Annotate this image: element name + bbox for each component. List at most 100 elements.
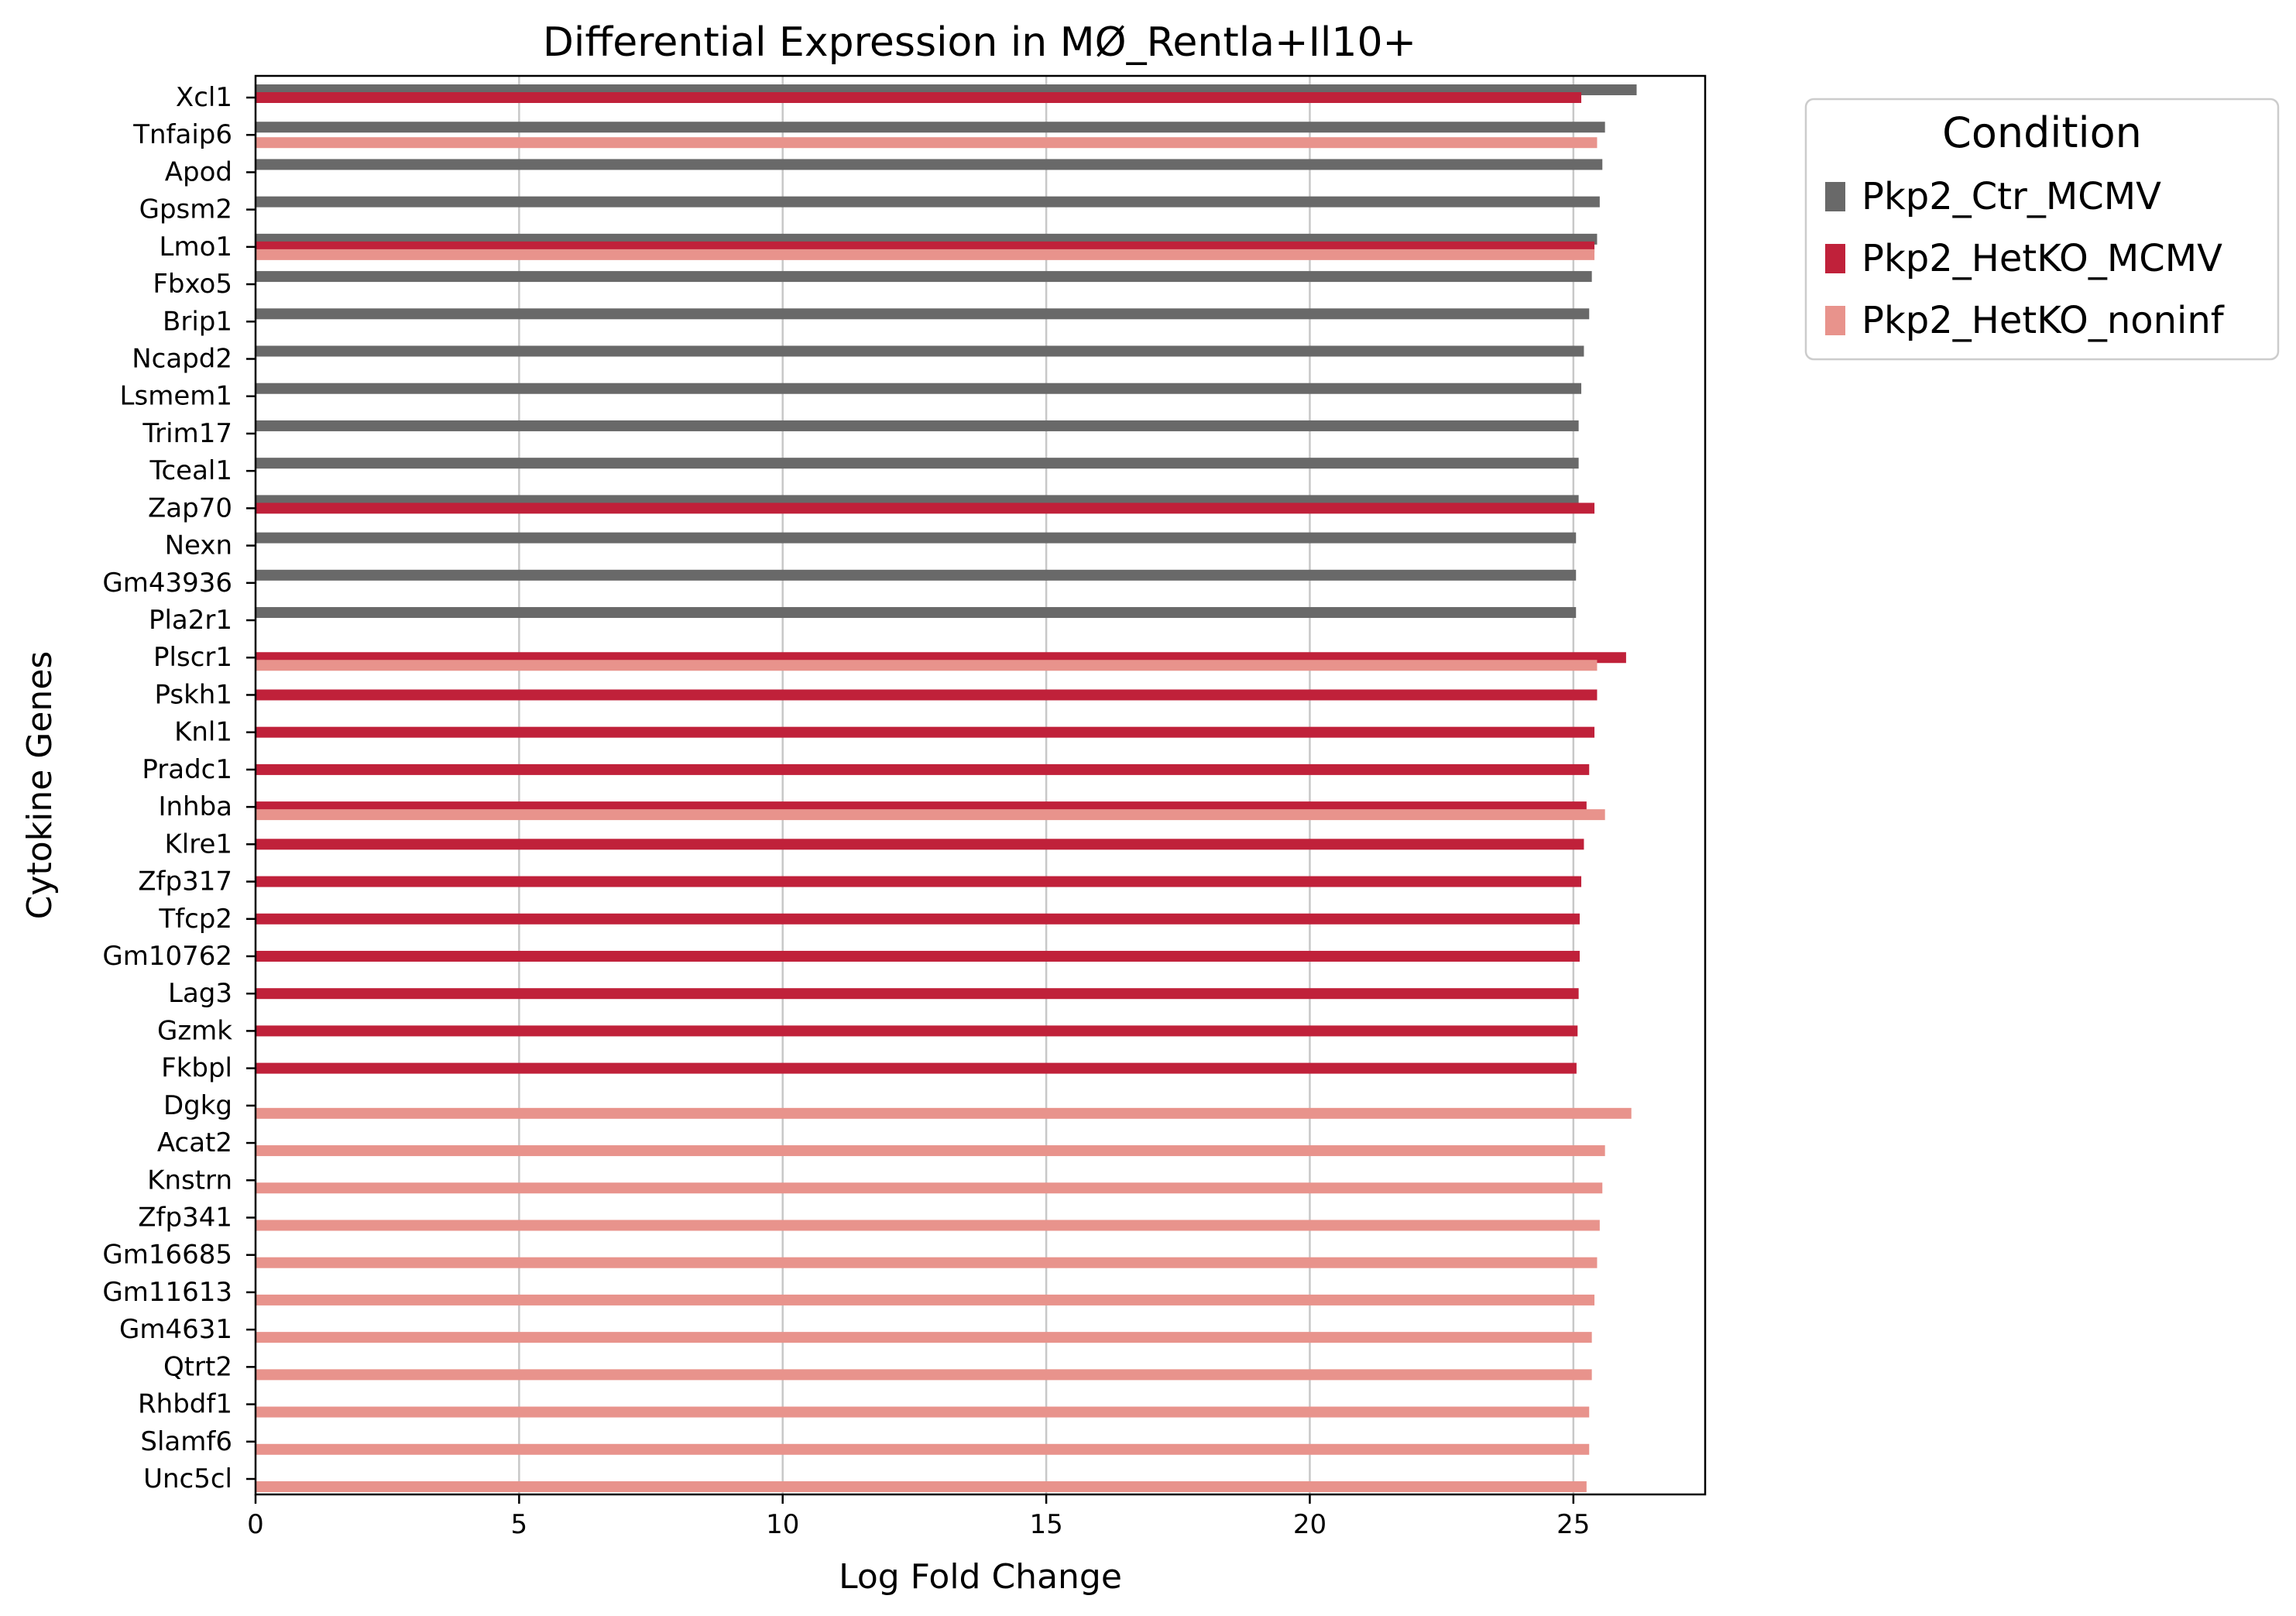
bar-pkp2-hetko-noninf-gm11613	[256, 1294, 1595, 1305]
legend-label-pkp2-hetko-noninf: Pkp2_HetKO_noninf	[1862, 299, 2225, 342]
bar-pkp2-hetko-mcmv-zfp317	[256, 876, 1582, 887]
bar-pkp2-hetko-mcmv-lag3	[256, 988, 1579, 1000]
y-tick-label-tnfaip6: Tnfaip6	[132, 119, 232, 150]
y-tick-label-unc5cl: Unc5cl	[143, 1463, 232, 1494]
bar-pkp2-hetko-noninf-inhba	[256, 809, 1605, 821]
legend-swatch-pkp2-ctr-mcmv	[1825, 182, 1845, 211]
x-tick-label-20: 20	[1293, 1509, 1326, 1540]
bar-pkp2-ctr-mcmv-ncapd2	[256, 345, 1584, 357]
chart-title: Differential Expression in MØ_Rentla+Il1…	[543, 19, 1416, 66]
bar-pkp2-hetko-mcmv-pskh1	[256, 689, 1598, 701]
gridlines	[518, 76, 1575, 1494]
bar-pkp2-hetko-noninf-dgkg	[256, 1107, 1632, 1119]
y-tick-label-dgkg: Dgkg	[163, 1090, 232, 1121]
legend-swatch-pkp2-hetko-mcmv	[1825, 244, 1845, 273]
bar-pkp2-hetko-mcmv-fkbpl	[256, 1062, 1577, 1074]
bar-pkp2-hetko-noninf-knstrn	[256, 1182, 1603, 1194]
bar-pkp2-hetko-noninf-zfp341	[256, 1220, 1600, 1231]
bar-pkp2-hetko-mcmv-gm10762	[256, 950, 1580, 962]
y-tick-label-lmo1: Lmo1	[160, 232, 233, 262]
bar-pkp2-hetko-mcmv-pradc1	[256, 763, 1590, 775]
y-tick-label-apod: Apod	[165, 156, 232, 187]
y-tick-label-gm43936: Gm43936	[102, 568, 232, 599]
bar-pkp2-hetko-noninf-slamf6	[256, 1443, 1590, 1455]
y-tick-label-xcl1: Xcl1	[176, 82, 232, 113]
bar-pkp2-hetko-mcmv-zap70	[256, 503, 1595, 514]
legend-label-pkp2-hetko-mcmv: Pkp2_HetKO_MCMV	[1862, 237, 2222, 280]
y-tick-label-tceal1: Tceal1	[149, 455, 232, 486]
bar-pkp2-hetko-mcmv-gzmk	[256, 1025, 1578, 1037]
y-tick-label-gm4631: Gm4631	[119, 1314, 232, 1345]
x-tick-label-0: 0	[247, 1509, 264, 1540]
y-tick-label-ncapd2: Ncapd2	[132, 344, 232, 375]
bar-pkp2-hetko-mcmv-xcl1	[256, 92, 1582, 103]
bar-pkp2-hetko-noninf-acat2	[256, 1145, 1605, 1157]
x-axis-label: Log Fold Change	[839, 1557, 1122, 1597]
y-axis-ticks: Xcl1 Tnfaip6 Apod Gpsm2 Lmo1 Fbxo5 Brip1 Ncapd2…	[102, 82, 256, 1494]
y-tick-label-gpsm2: Gpsm2	[139, 194, 232, 225]
bar-pkp2-ctr-mcmv-fbxo5	[256, 271, 1592, 283]
legend: Condition Pkp2_Ctr_MCMVPkp2_HetKO_MCMVPk…	[1804, 98, 2280, 361]
bar-pkp2-ctr-mcmv-gpsm2	[256, 196, 1600, 208]
y-tick-label-zap70: Zap70	[148, 492, 232, 523]
y-tick-label-qtrt2: Qtrt2	[163, 1351, 232, 1382]
bar-pkp2-ctr-mcmv-tnfaip6	[256, 122, 1605, 133]
legend-frame	[1804, 98, 2280, 361]
y-tick-label-brip1: Brip1	[163, 306, 232, 337]
y-tick-label-fkbpl: Fkbpl	[161, 1053, 232, 1084]
y-tick-label-pla2r1: Pla2r1	[149, 605, 232, 636]
y-tick-label-slamf6: Slamf6	[140, 1426, 232, 1457]
plot-frame	[254, 74, 1707, 1496]
bar-pkp2-ctr-mcmv-gm43936	[256, 569, 1577, 581]
legend-items: Pkp2_Ctr_MCMV Pkp2_HetKO_MCMV Pkp2_HetKO_n…	[1825, 175, 2225, 342]
bar-pkp2-hetko-noninf-unc5cl	[256, 1481, 1587, 1492]
bar-pkp2-ctr-mcmv-lsmem1	[256, 383, 1582, 394]
bar-pkp2-ctr-mcmv-brip1	[256, 308, 1590, 320]
y-tick-label-nexn: Nexn	[165, 530, 232, 561]
x-axis-ticks: 0 5 10 15 20 25	[247, 1494, 1590, 1540]
x-tick-label-25: 25	[1556, 1509, 1590, 1540]
y-tick-label-klre1: Klre1	[164, 829, 232, 859]
y-tick-label-gm11613: Gm11613	[102, 1277, 232, 1308]
y-tick-label-pradc1: Pradc1	[142, 754, 232, 785]
y-tick-label-lag3: Lag3	[168, 978, 232, 1009]
bar-pkp2-hetko-noninf-gm4631	[256, 1332, 1592, 1343]
y-tick-label-zfp341: Zfp341	[138, 1202, 232, 1233]
x-tick-label-10: 10	[766, 1509, 799, 1540]
y-tick-label-knl1: Knl1	[174, 717, 232, 748]
x-tick-label-5: 5	[511, 1509, 528, 1540]
y-tick-label-tfcp2: Tfcp2	[158, 904, 232, 935]
bar-pkp2-hetko-noninf-gm16685	[256, 1257, 1598, 1268]
y-tick-label-pskh1: Pskh1	[155, 679, 233, 710]
y-tick-label-fbxo5: Fbxo5	[153, 269, 232, 300]
y-tick-label-knstrn: Knstrn	[147, 1165, 232, 1196]
bar-pkp2-hetko-mcmv-klre1	[256, 839, 1584, 850]
bar-pkp2-hetko-noninf-lmo1	[256, 249, 1595, 260]
bar-pkp2-ctr-mcmv-tceal1	[256, 458, 1579, 469]
y-tick-label-gm16685: Gm16685	[102, 1240, 232, 1271]
y-tick-label-rhbdf1: Rhbdf1	[138, 1389, 232, 1420]
bar-pkp2-hetko-noninf-tnfaip6	[256, 137, 1598, 149]
x-tick-label-15: 15	[1029, 1509, 1062, 1540]
bars	[256, 84, 1637, 1492]
bar-pkp2-ctr-mcmv-apod	[256, 159, 1603, 170]
bar-pkp2-hetko-mcmv-knl1	[256, 726, 1595, 738]
legend-label-pkp2-ctr-mcmv: Pkp2_Ctr_MCMV	[1862, 175, 2161, 218]
y-tick-label-gzmk: Gzmk	[157, 1015, 232, 1046]
y-tick-label-plscr1: Plscr1	[153, 642, 232, 673]
bar-pkp2-hetko-noninf-plscr1	[256, 660, 1598, 671]
bar-pkp2-hetko-noninf-rhbdf1	[256, 1406, 1590, 1418]
y-tick-label-zfp317: Zfp317	[138, 866, 232, 897]
bar-pkp2-hetko-noninf-qtrt2	[256, 1369, 1592, 1381]
bar-pkp2-ctr-mcmv-nexn	[256, 532, 1577, 544]
bar-pkp2-ctr-mcmv-trim17	[256, 420, 1579, 431]
y-tick-label-lsmem1: Lsmem1	[120, 381, 232, 412]
y-tick-label-gm10762: Gm10762	[102, 941, 232, 972]
y-tick-label-inhba: Inhba	[158, 791, 232, 822]
y-tick-label-acat2: Acat2	[157, 1127, 232, 1158]
bar-pkp2-hetko-mcmv-tfcp2	[256, 913, 1580, 925]
y-axis-label: Cytokine Genes	[20, 651, 60, 920]
legend-swatch-pkp2-hetko-noninf	[1825, 306, 1845, 335]
bar-pkp2-ctr-mcmv-pla2r1	[256, 607, 1577, 619]
